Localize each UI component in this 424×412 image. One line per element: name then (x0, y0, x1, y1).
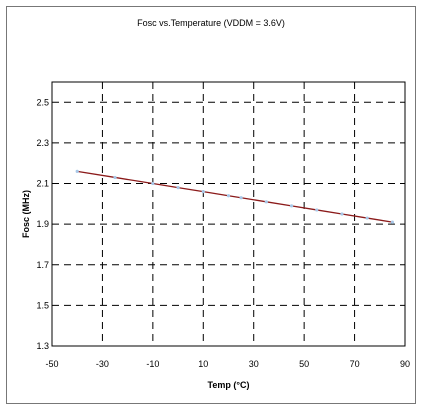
series-line (77, 170, 393, 223)
x-tick-label: 30 (249, 359, 259, 369)
y-tick-label: 1.7 (36, 260, 49, 270)
y-axis-title: Fosc (MHz) (21, 190, 31, 238)
chart-svg: Fosc vs.Temperature (VDDM = 3.6V) -50 -30… (21, 18, 410, 390)
y-tick-label: 1.9 (36, 219, 49, 229)
x-tick-label: -10 (146, 359, 159, 369)
data-point (113, 175, 117, 180)
data-point (264, 200, 268, 204)
x-tick-labels: -50 -30 -10 10 30 50 70 90 (45, 359, 410, 369)
data-point (315, 208, 319, 212)
y-tick-label: 2.3 (36, 138, 49, 148)
data-point (390, 220, 394, 224)
y-tick-label: 1.3 (36, 341, 49, 351)
data-point (365, 216, 369, 220)
data-point (201, 190, 205, 194)
data-point (340, 212, 344, 216)
x-tick-label: -50 (45, 359, 58, 369)
y-tick-labels: 1.3 1.5 1.7 1.9 2.1 2.3 2.5 (36, 97, 49, 351)
y-tick-label: 2.1 (36, 179, 49, 189)
x-tick-label: 70 (350, 359, 360, 369)
chart-frame: Fosc vs.Temperature (VDDM = 3.6V) -50 -30… (6, 6, 416, 404)
y-tick-label: 2.5 (36, 97, 49, 107)
series-layer (75, 169, 394, 224)
chart-title: Fosc vs.Temperature (VDDM = 3.6V) (137, 18, 285, 28)
data-point (289, 204, 294, 208)
data-point (75, 169, 79, 173)
data-point (176, 186, 180, 190)
x-tick-label: 50 (299, 359, 309, 369)
x-axis-title: Temp (°C) (208, 380, 250, 390)
data-point (151, 181, 155, 186)
data-point (226, 194, 231, 198)
x-tick-label: -30 (96, 359, 109, 369)
data-point (239, 196, 243, 200)
y-tick-label: 1.5 (36, 300, 49, 310)
x-tick-label: 90 (400, 359, 410, 369)
plot-area (51, 81, 406, 347)
x-tick-label: 10 (198, 359, 208, 369)
grid-layer (51, 82, 406, 347)
